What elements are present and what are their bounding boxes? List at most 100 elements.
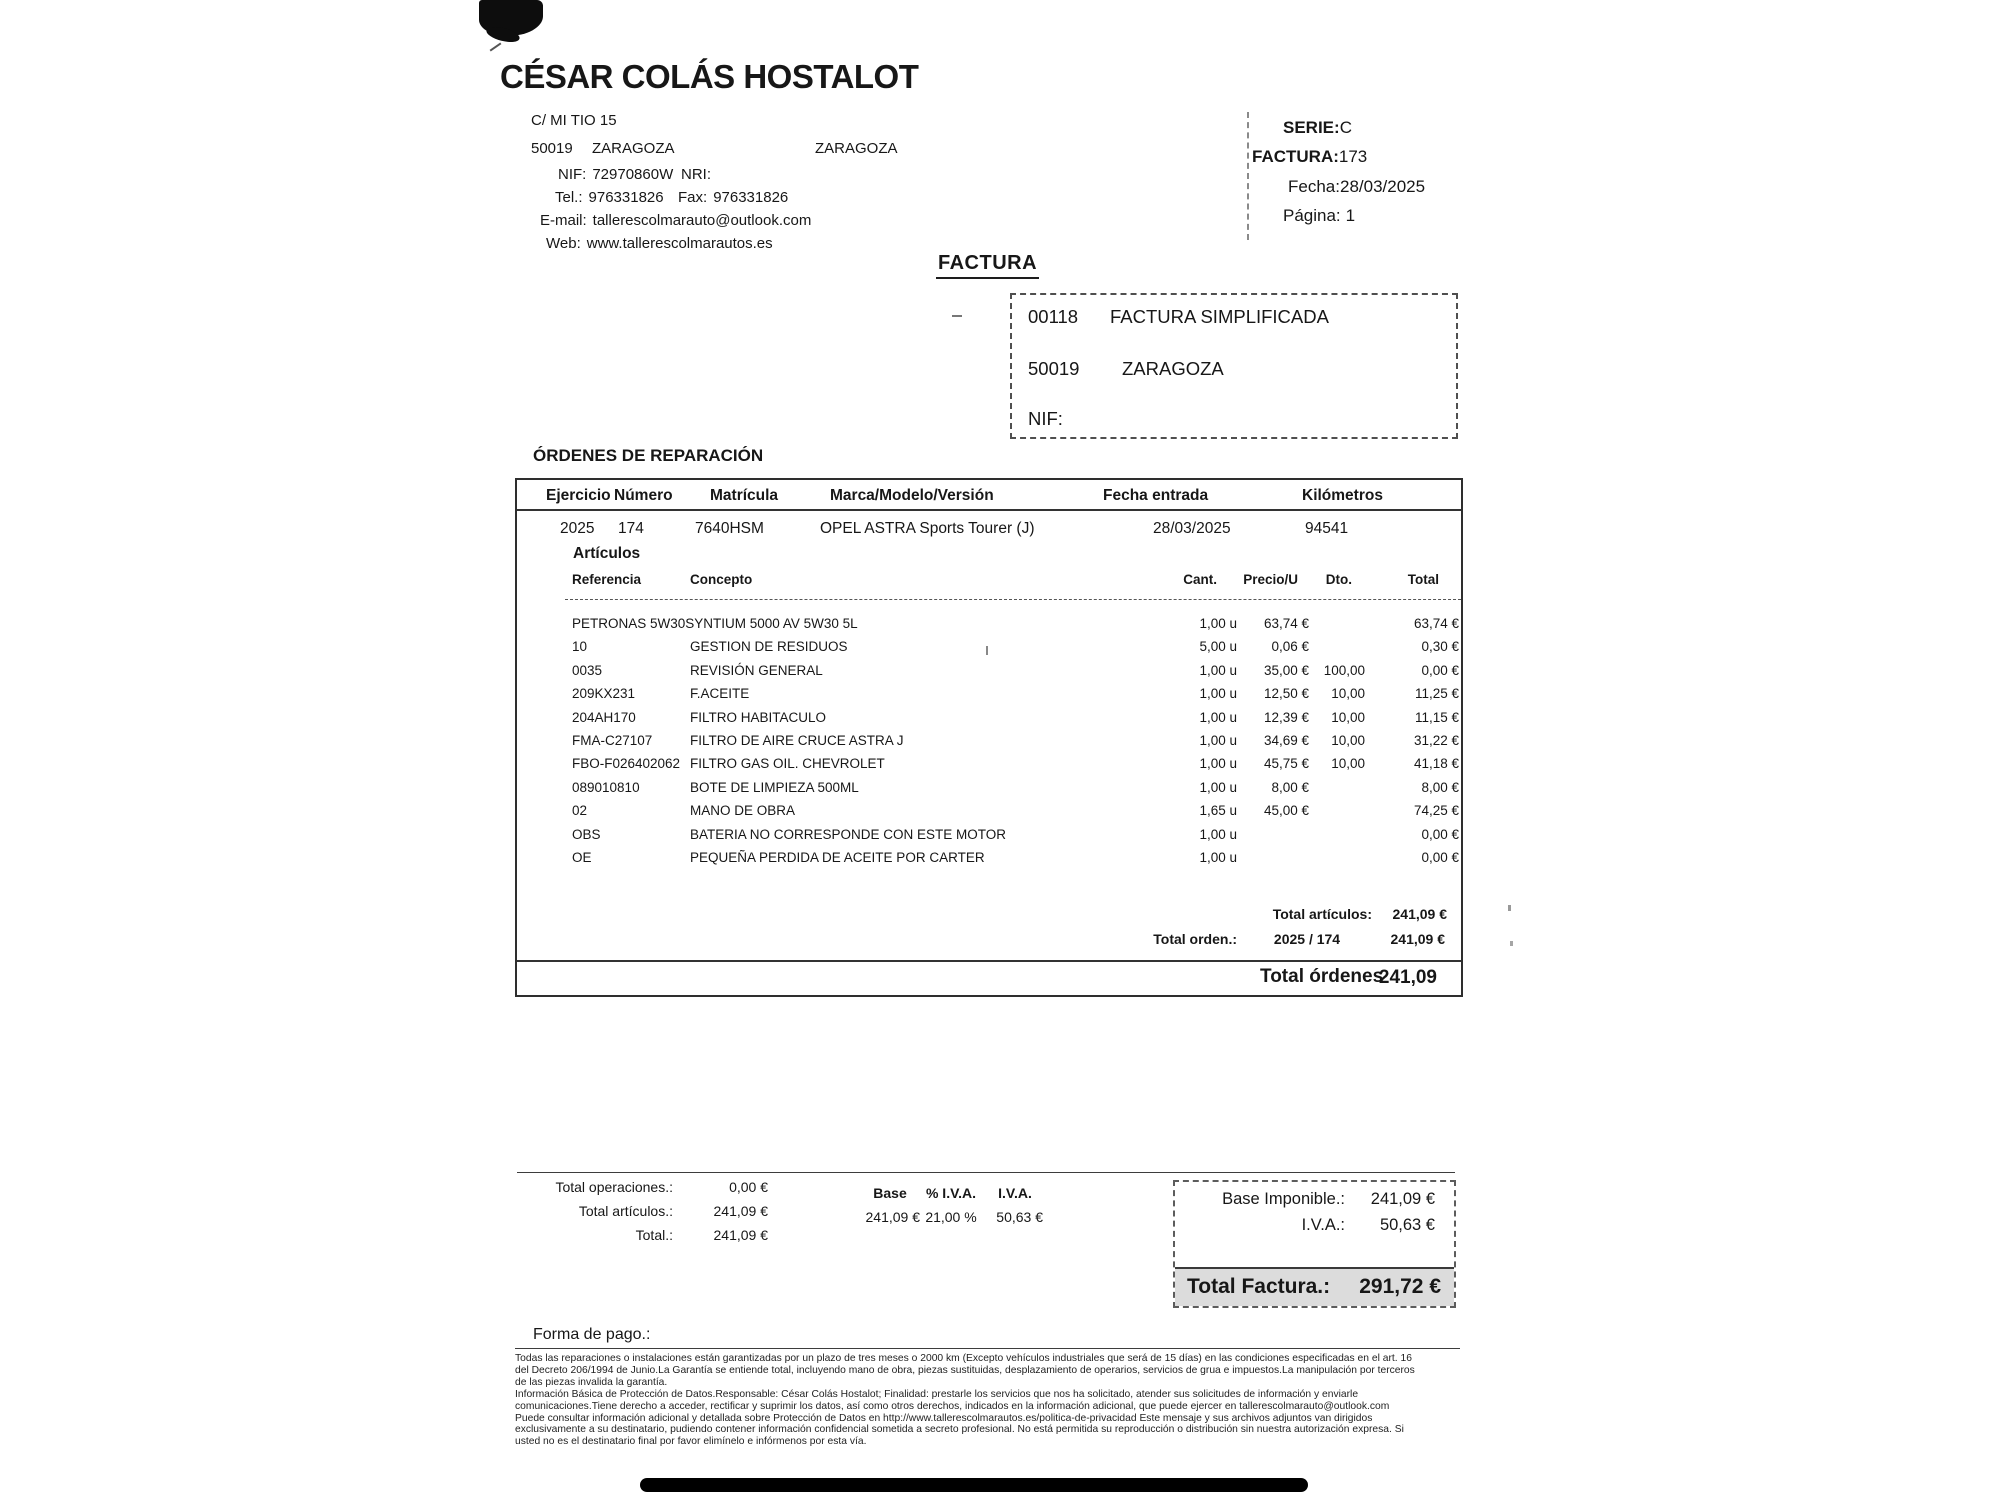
- article-total: 0,00 €: [1421, 849, 1459, 865]
- summary-top-rule: [517, 1172, 1455, 1173]
- article-row: 10 GESTION DE RESIDUOS 5,00 u 0,06 € 0,30 €: [517, 639, 1461, 662]
- article-precio: 34,69 €: [1263, 732, 1309, 748]
- nif-value: 72970860W: [592, 166, 674, 183]
- article-row: OBS BATERIA NO CORRESPONDE CON ESTE MOTOR…: [517, 827, 1461, 850]
- article-concepto: SYNTIUM 5000 AV 5W30 5L: [685, 616, 858, 631]
- articles-header-concepto: Concepto: [690, 572, 753, 587]
- article-cantidad: 1,00 u: [1199, 779, 1237, 795]
- article-cantidad: 1,00 u: [1199, 826, 1237, 842]
- iva-total-value: 50,63 €: [1379, 1216, 1435, 1234]
- web-label: Web:: [546, 235, 581, 252]
- total-ordenes-value: 241,09: [1378, 967, 1437, 988]
- total-factura-strip: Total Factura.: 291,72 €: [1175, 1267, 1454, 1306]
- article-row: FBO-F026402062 FILTRO GAS OIL. CHEVROLET 1…: [517, 756, 1461, 779]
- iva-header: I.V.A.: [998, 1185, 1032, 1201]
- total-factura-label: Total Factura.:: [1187, 1275, 1331, 1298]
- scan-speck: [952, 315, 962, 317]
- legal-line: comunicaciones.Tiene derecho a acceder, …: [515, 1400, 1390, 1412]
- article-referencia: FMA-C27107: [572, 732, 653, 748]
- legal-line: del Decreto 206/1994 de Junio.La Garantí…: [515, 1364, 1415, 1376]
- article-rows: PETRONAS 5W30SYNTIUM 5000 AV 5W30 5L 1,00…: [517, 616, 1461, 873]
- article-concepto: PEQUEÑA PERDIDA DE ACEITE POR CARTER: [690, 849, 985, 865]
- total-orden-ref: 2025 / 174: [1273, 931, 1341, 947]
- company-postal-code: 50019: [531, 140, 573, 157]
- customer-nif-label: NIF:: [1028, 408, 1063, 429]
- header-marca-modelo: Marca/Modelo/Versión: [830, 487, 994, 504]
- article-descuento: 10,00: [1331, 732, 1365, 748]
- company-fax: Fax: 976331826: [678, 189, 788, 206]
- header-kilometros: Kilómetros: [1302, 487, 1383, 504]
- article-cantidad: 1,00 u: [1199, 849, 1237, 865]
- legal-line: de las piezas invalida la garantía.: [515, 1376, 668, 1388]
- article-ref-concept: OE PEQUEÑA PERDIDA DE ACEITE POR CARTER: [572, 850, 985, 865]
- summary-total-value: 241,09 €: [713, 1203, 769, 1219]
- factura-date: Fecha:28/03/2025: [1288, 177, 1425, 197]
- articles-header-precio: Precio/U: [1243, 572, 1298, 587]
- article-descuento: 10,00: [1331, 709, 1365, 725]
- article-row: 209KX231 F.ACEITE 1,00 u 12,50 € 10,00 11,25 …: [517, 686, 1461, 709]
- article-ref-concept: OBS BATERIA NO CORRESPONDE CON ESTE MOTOR: [572, 827, 1006, 842]
- articles-header-descuento: Dto.: [1325, 572, 1352, 587]
- serie-value: C: [1339, 118, 1352, 137]
- article-ref-concept: 204AH170 FILTRO HABITACULO: [572, 710, 826, 725]
- article-total: 0,30 €: [1421, 639, 1459, 655]
- article-cantidad: 1,00 u: [1199, 756, 1237, 772]
- article-concepto: GESTION DE RESIDUOS: [690, 639, 848, 655]
- base-imponible-label: Base Imponible.:: [1222, 1190, 1345, 1208]
- summary-total-label: Total.:: [635, 1227, 673, 1243]
- article-referencia: 209KX231: [572, 686, 636, 702]
- article-total: 74,25 €: [1413, 803, 1459, 819]
- company-province: ZARAGOZA: [815, 140, 898, 157]
- factura-value: 173: [1338, 147, 1368, 166]
- article-concepto: FILTRO DE AIRE CRUCE ASTRA J: [690, 732, 904, 748]
- order-ejercicio: 2025: [560, 520, 595, 537]
- summary-total-value: 241,09 €: [713, 1227, 769, 1243]
- summary-total-value: 0,00 €: [729, 1179, 768, 1195]
- fax-value: 976331826: [713, 189, 789, 206]
- articles-header-cantidad: Cant.: [1183, 572, 1217, 587]
- iva-value: 50,63 €: [996, 1209, 1043, 1225]
- article-precio: 63,74 €: [1263, 616, 1309, 631]
- article-total: 11,15 €: [1414, 709, 1459, 725]
- article-referencia: 204AH170: [572, 709, 636, 725]
- article-concepto: BOTE DE LIMPIEZA 500ML: [690, 779, 859, 795]
- article-concepto: F.ACEITE: [690, 686, 750, 702]
- article-precio: 0,06 €: [1271, 639, 1309, 655]
- factura-label: FACTURA:: [1252, 147, 1339, 166]
- article-precio: 35,00 €: [1263, 662, 1309, 678]
- fecha-label: Fecha:: [1288, 177, 1340, 196]
- legal-line: usted no es el destinatario final por fa…: [515, 1436, 867, 1448]
- article-row: 204AH170 FILTRO HABITACULO 1,00 u 12,39 € 10…: [517, 710, 1461, 733]
- articles-header-rule: [565, 599, 1461, 600]
- order-kilometros: 94541: [1305, 520, 1349, 537]
- header-fecha-entrada: Fecha entrada: [1103, 487, 1209, 504]
- summary-total-label: Total artículos.:: [578, 1203, 673, 1219]
- total-factura-value: 291,72 €: [1359, 1275, 1441, 1298]
- article-referencia: OE: [572, 849, 592, 865]
- company-name: CÉSAR COLÁS HOSTALOT: [500, 58, 919, 95]
- scan-speck: [1510, 941, 1513, 946]
- iva-base-value: 241,09 €: [865, 1209, 921, 1225]
- article-ref-concept: FBO-F026402062 FILTRO GAS OIL. CHEVROLET: [572, 756, 885, 771]
- company-city: ZARAGOZA: [592, 140, 675, 157]
- article-row: 02 MANO DE OBRA 1,65 u 45,00 € 74,25 €: [517, 803, 1461, 826]
- scan-black-bar: [640, 1478, 1308, 1492]
- articles-header-total: Total: [1407, 572, 1439, 587]
- article-total: 0,00 €: [1421, 826, 1459, 842]
- article-cantidad: 1,00 u: [1199, 732, 1237, 748]
- article-referencia: 10: [572, 639, 588, 655]
- article-concepto: FILTRO HABITACULO: [690, 709, 827, 725]
- company-email: E-mail: tallerescolmarauto@outlook.com: [540, 212, 811, 229]
- article-precio: 12,50 €: [1263, 686, 1309, 702]
- meta-divider-line: [1247, 112, 1249, 240]
- tel-value: 976331826: [588, 189, 664, 206]
- nif-label: NIF:: [558, 166, 587, 183]
- article-total: 63,74 €: [1413, 616, 1459, 631]
- invoice-totals-box: Base Imponible.: 241,09 € I.V.A.: 50,63 …: [1173, 1180, 1456, 1308]
- article-ref-concept: 0035 REVISIÓN GENERAL: [572, 663, 823, 678]
- article-concepto: REVISIÓN GENERAL: [690, 662, 823, 678]
- order-numero: 174: [618, 520, 644, 537]
- header-matricula: Matrícula: [710, 487, 779, 504]
- article-total: 0,00 €: [1421, 662, 1459, 678]
- pagina-value: 1: [1345, 206, 1356, 225]
